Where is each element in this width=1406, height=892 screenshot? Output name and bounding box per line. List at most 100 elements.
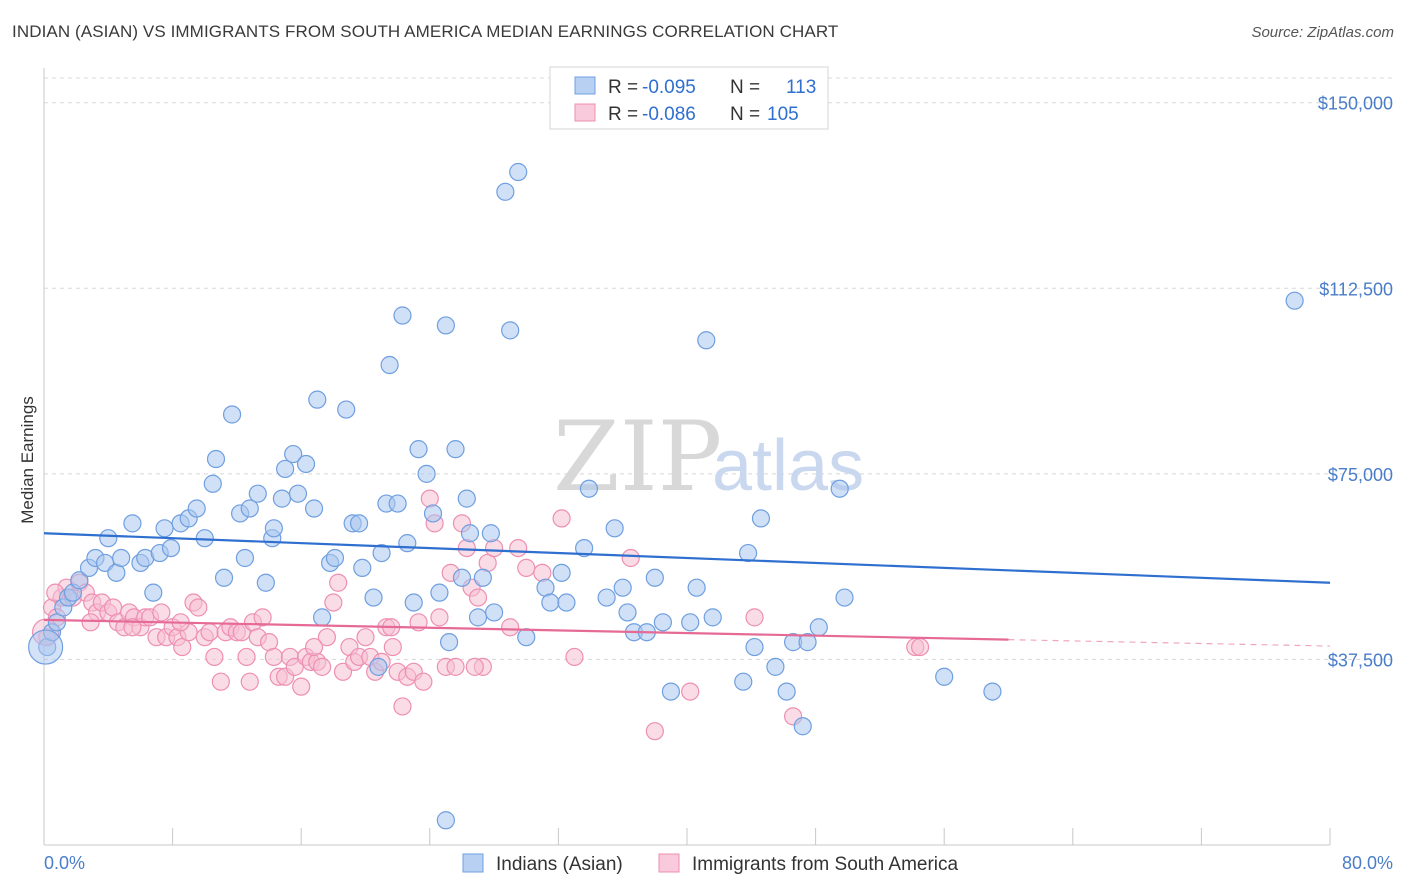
pink-point-96 [910, 637, 930, 657]
blue-point-75 [517, 628, 536, 647]
blue-point-38 [288, 484, 308, 503]
blue-point-45 [337, 400, 356, 419]
pink-point-66 [393, 697, 412, 716]
pink-point-93 [745, 608, 764, 627]
legend-n-label-1: N = [730, 77, 760, 98]
bottom-legend-label-pink: Immigrants from South America [692, 854, 959, 875]
pink-point-99 [123, 618, 142, 637]
pink-point-90 [621, 548, 640, 568]
blue-point-49 [364, 588, 383, 607]
pink-point-92 [681, 682, 700, 701]
blue-point-51 [372, 543, 391, 563]
blue-point-72 [496, 182, 515, 201]
blue-point-cluster [28, 629, 64, 665]
pink-point-85 [509, 538, 528, 558]
y-axis-label: Median Earnings [18, 396, 37, 524]
blue-point-107 [935, 667, 954, 686]
blue-point-96 [738, 543, 758, 563]
blue-point-59 [417, 464, 436, 483]
blue-point-50 [369, 657, 388, 676]
pink-trend-line-extrapolated [1008, 639, 1331, 647]
blue-series-points [28, 162, 1304, 830]
blue-point-95 [734, 672, 753, 691]
axes [43, 68, 1331, 846]
blue-point-78 [552, 563, 571, 582]
blue-point-13 [123, 514, 142, 533]
blue-point-98 [751, 509, 771, 528]
pink-point-30 [200, 623, 219, 642]
blue-point-48 [353, 558, 372, 577]
pink-point-42 [264, 647, 283, 667]
blue-point-100 [777, 682, 796, 701]
pink-point-28 [189, 598, 208, 617]
blue-point-19 [161, 538, 181, 558]
blue-point-69 [473, 568, 492, 587]
blue-point-77 [541, 593, 560, 612]
pink-point-91 [645, 722, 664, 741]
blue-point-26 [214, 568, 234, 587]
blue-point-93 [697, 331, 716, 350]
blue-point-32 [256, 573, 275, 592]
legend-n-value-1: 113 [786, 77, 816, 98]
trend-lines [43, 532, 1331, 647]
legend-box: R = -0.095 N = 113 R = -0.086 N = 105 [549, 66, 829, 130]
blue-point-42 [312, 608, 332, 627]
legend-r-value-1: -0.095 [642, 77, 696, 98]
y-tick-labels: $37,500 $75,000 $112,500 $150,000 [1318, 94, 1393, 671]
pink-point-101 [240, 672, 259, 691]
pink-point-98 [81, 613, 100, 632]
x-tick-label-max: 80.0% [1342, 853, 1393, 873]
pink-point-54 [329, 573, 348, 592]
blue-point-22 [187, 499, 206, 518]
grid-lines [44, 77, 1395, 660]
pink-point-84 [501, 618, 520, 637]
pink-point-87 [533, 563, 552, 582]
blue-point-40 [304, 499, 324, 518]
watermark-zip: ZIP [553, 401, 722, 513]
blue-point-25 [206, 449, 226, 469]
blue-point-53 [380, 355, 399, 375]
bottom-legend: Indians (Asian) Immigrants from South Am… [462, 853, 959, 875]
bottom-legend-swatch-blue [462, 853, 484, 873]
blue-point-29 [235, 548, 255, 568]
pink-point-104 [465, 657, 484, 676]
legend-r-value-2: -0.086 [642, 104, 696, 125]
blue-trend-line [43, 532, 1331, 584]
legend-r-label-2: R = [608, 104, 638, 125]
blue-point-68 [468, 608, 488, 627]
pink-point-32 [211, 672, 230, 691]
blue-point-31 [248, 484, 267, 503]
blue-point-12 [112, 548, 131, 568]
bottom-legend-swatch-pink [658, 853, 680, 873]
pink-point-47 [292, 677, 311, 696]
legend-swatch-pink [574, 103, 596, 122]
blue-point-92 [687, 578, 706, 597]
pink-point-52 [317, 628, 337, 647]
bottom-legend-label-blue: Indians (Asian) [496, 854, 623, 875]
watermark: ZIP atlas [553, 401, 864, 513]
blue-point-81 [579, 479, 599, 498]
blue-point-105 [830, 479, 849, 498]
blue-point-89 [653, 613, 672, 632]
blue-point-66 [457, 489, 476, 508]
blue-point-35 [272, 489, 292, 508]
blue-point-90 [661, 682, 681, 701]
blue-point-10 [99, 529, 118, 548]
blue-point-99 [766, 657, 785, 676]
blue-point-94 [703, 608, 722, 627]
blue-point-6 [70, 571, 89, 590]
x-tick-label-min: 0.0% [44, 853, 85, 873]
blue-point-70 [481, 524, 500, 543]
blue-point-108 [983, 682, 1002, 701]
pink-point-21 [152, 603, 171, 622]
pink-point-40 [253, 608, 272, 627]
blue-point-103 [798, 633, 817, 652]
blue-point-85 [618, 603, 637, 622]
pink-point-51 [312, 657, 332, 676]
blue-point-67 [460, 524, 480, 543]
blue-point-58 [409, 440, 428, 459]
y-tick-label-1: $75,000 [1328, 465, 1393, 485]
pink-point-31 [205, 647, 224, 667]
chart-source: Source: ZipAtlas.com [1251, 24, 1394, 41]
